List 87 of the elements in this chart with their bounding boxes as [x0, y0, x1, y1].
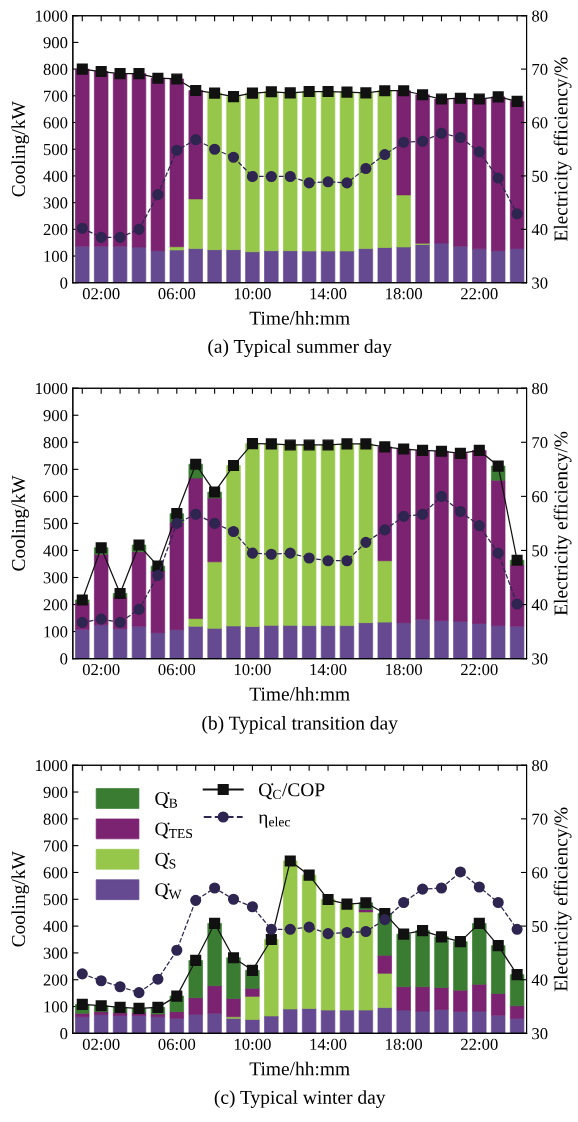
y-tick-label: 1000 [36, 382, 68, 395]
text: (a) Typical summer day [208, 339, 392, 358]
legend-label: Q̇$_{S}$ [155, 852, 176, 869]
y2-tick-label: 50 [532, 170, 548, 182]
y2-tick-label: 70 [532, 436, 548, 449]
x-tick-label: 22:00 [461, 663, 498, 676]
y-axis-title: Cooling/kW [11, 101, 30, 197]
y-tick-label: 200 [43, 599, 68, 611]
y-tick-label: 800 [43, 813, 68, 825]
x-tick-label: 22:00 [461, 288, 498, 300]
x-axis-title: Time/hh:mm [249, 1061, 350, 1076]
y-tick-label: 0 [60, 277, 68, 289]
legend-label: Q̇$_{C}$/COP [259, 783, 325, 800]
x-tick-label: 18:00 [386, 663, 423, 676]
y2-tick-label: 30 [532, 277, 548, 289]
y2-axis-title: Electricity efficiency/% [553, 431, 572, 616]
y-tick-label: 900 [43, 409, 68, 422]
y-tick-label: 300 [43, 947, 68, 959]
x-tick-label: 18:00 [386, 1038, 423, 1051]
y-tick-label: 400 [43, 545, 68, 557]
y2-tick-label: 60 [532, 867, 548, 879]
y-tick-label: 600 [43, 491, 68, 503]
legend-label: Q̇$_{W}$ [155, 883, 182, 900]
y-tick-label: 0 [60, 653, 68, 665]
y-tick-label: 800 [43, 436, 68, 449]
y2-tick-label: 40 [531, 224, 548, 236]
legend-label: η$_{elec}$ [258, 814, 291, 828]
y2-tick-label: 70 [532, 63, 548, 76]
x-axis-title: Time/hh:mm [249, 311, 350, 325]
y-tick-label: 400 [43, 170, 68, 182]
y-tick-label: 900 [43, 37, 68, 49]
y-axis-title: Cooling/kW [11, 475, 30, 571]
y-tick-label: 1000 [36, 759, 68, 772]
y2-axis-title: Electricity efficiency/% [553, 57, 572, 242]
y-tick-label: 700 [44, 90, 68, 102]
legend-label: Q̇$_{B}$ [155, 792, 178, 809]
x-tick-label: 06:00 [158, 663, 196, 676]
y-axis-title: Cooling/kW [11, 851, 30, 947]
y2-tick-label: 80 [532, 382, 548, 395]
y-tick-label: 600 [43, 867, 68, 879]
y-tick-label: 100 [44, 1001, 68, 1013]
y2-tick-label: 70 [532, 813, 548, 825]
x-tick-label: 18:00 [386, 288, 423, 300]
y2-tick-label: 80 [532, 759, 548, 772]
y2-tick-label: 60 [532, 491, 548, 503]
y2-tick-label: 50 [532, 920, 548, 933]
y-tick-label: 600 [43, 117, 68, 129]
y2-tick-label: 30 [532, 653, 548, 665]
y2-tick-label: 30 [532, 1028, 548, 1040]
x-axis-title: Time/hh:mm [249, 686, 350, 701]
x-tick-label: 02:00 [82, 1038, 120, 1051]
y-tick-label: 300 [43, 572, 68, 584]
y-tick-label: 700 [44, 464, 68, 476]
x-tick-label: 14:00 [310, 1038, 347, 1051]
x-tick-label: 06:00 [158, 288, 196, 300]
x-tick-label: 22:00 [461, 1038, 498, 1051]
y-tick-label: 900 [43, 786, 68, 798]
y-tick-label: 400 [43, 920, 68, 933]
x-tick-label: 06:00 [158, 1038, 196, 1051]
x-tick-label: 14:00 [310, 663, 347, 676]
y-tick-label: 500 [43, 143, 68, 156]
y-tick-label: 1000 [36, 10, 68, 22]
x-tick-label: 10:00 [234, 663, 271, 676]
x-tick-label: 10:00 [234, 1038, 271, 1051]
y-tick-label: 800 [43, 63, 68, 76]
y2-tick-label: 40 [531, 974, 548, 986]
legend-label: Q̇$_{TES}$ [155, 822, 193, 839]
x-tick-label: 14:00 [310, 288, 347, 300]
y-tick-label: 200 [43, 224, 68, 236]
y-tick-label: 500 [43, 893, 68, 906]
text: (b) Typical transition day [202, 716, 398, 734]
y-tick-label: 300 [43, 197, 68, 209]
y2-tick-label: 40 [531, 599, 548, 611]
x-tick-label: 10:00 [234, 288, 271, 300]
y-tick-label: 100 [44, 250, 68, 262]
y-tick-label: 0 [60, 1028, 68, 1040]
x-tick-label: 02:00 [82, 288, 120, 300]
y2-tick-label: 50 [532, 545, 548, 557]
y-tick-label: 500 [43, 518, 68, 530]
y2-tick-label: 80 [532, 10, 548, 22]
text: (c) Typical winter day [214, 1090, 386, 1108]
y-tick-label: 200 [43, 974, 68, 986]
y-tick-label: 100 [44, 626, 68, 638]
x-tick-label: 02:00 [82, 663, 120, 676]
y-tick-label: 700 [44, 840, 68, 852]
y2-tick-label: 60 [532, 117, 548, 129]
y2-axis-title: Electricity efficiency/% [553, 807, 572, 992]
